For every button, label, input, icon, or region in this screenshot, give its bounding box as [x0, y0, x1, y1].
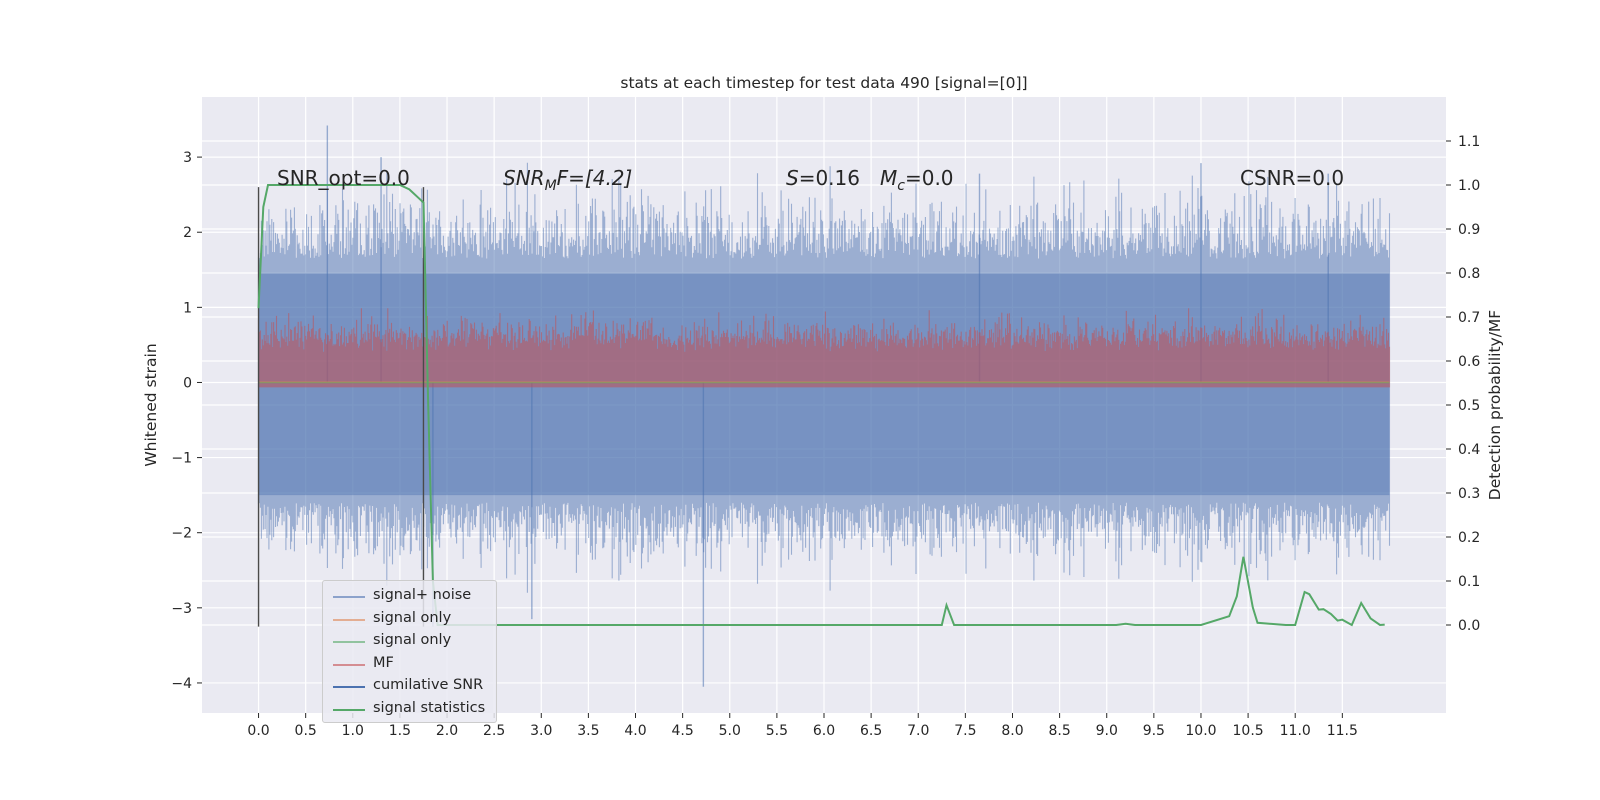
legend-item: cumilative SNR [323, 675, 496, 697]
legend-label: signal statistics [373, 699, 486, 716]
y-tick-label: 3 [183, 150, 192, 166]
signal-statistics-line [257, 184, 1385, 627]
y-tick-label: 2 [183, 225, 192, 241]
legend-swatch [333, 596, 365, 598]
x-tick-label: 5.0 [719, 723, 741, 739]
legend-swatch [333, 618, 365, 621]
x-tick-label: 3.5 [577, 723, 599, 739]
y2-tick-label: 0.9 [1458, 222, 1480, 238]
legend-label: MF [373, 654, 394, 671]
legend-item: signal only [323, 608, 496, 630]
annotation-mc: Mc=0.0 [880, 166, 954, 194]
y2-tick-label: 0.6 [1458, 354, 1480, 370]
x-tick-label: 1.0 [342, 723, 364, 739]
x-tick-label: 2.0 [436, 723, 458, 739]
chart-title: stats at each timestep for test data 490… [620, 74, 1027, 92]
y2-tick-label: 0.5 [1458, 398, 1480, 414]
signal-only-series [258, 381, 1390, 384]
x-tick-label: 10.5 [1233, 723, 1264, 739]
x-tick-label: 3.0 [530, 723, 552, 739]
x-tick-label: 11.5 [1327, 723, 1358, 739]
x-axis-ticks: 0.0 0.5 1.0 1.5 2.0 2.5 3.0 3.5 4.0 4.5 5.0 5.5 6.0 6… [247, 713, 1358, 739]
x-tick-label: 8.5 [1048, 723, 1070, 739]
y2-tick-label: 0.7 [1458, 310, 1480, 326]
x-tick-label: 9.0 [1096, 723, 1118, 739]
annotation-snr-opt: SNR_opt=0.0 [277, 166, 410, 190]
x-tick-label: 9.5 [1143, 723, 1165, 739]
y-tick-label: 1 [183, 300, 192, 316]
y-tick-label: 0 [183, 375, 192, 391]
x-tick-label: 10.0 [1185, 723, 1216, 739]
legend-swatch [333, 708, 365, 711]
legend: signal+ noise signal only signal only MF cum… [322, 580, 497, 723]
legend-label: signal only [373, 632, 452, 648]
x-tick-label: 4.0 [624, 723, 646, 739]
legend-label: signal only [373, 609, 452, 626]
legend-label: signal+ noise [373, 587, 472, 603]
legend-swatch [333, 663, 365, 666]
y-tick-label: −1 [171, 451, 192, 467]
y-tick-label: −3 [171, 601, 192, 617]
x-tick-label: 7.5 [954, 723, 976, 739]
y2-tick-label: 0.1 [1458, 574, 1480, 590]
y2-axis-label: Detection probability/MF [1486, 310, 1504, 501]
x-tick-label: 11.0 [1280, 723, 1311, 739]
x-tick-label: 6.0 [813, 723, 835, 739]
annotation-s: S=0.16 [786, 166, 860, 190]
y2-tick-label: 0.8 [1458, 266, 1480, 282]
legend-item: signal only [323, 630, 496, 652]
x-tick-label: 4.5 [672, 723, 694, 739]
legend-item: MF [323, 653, 496, 675]
y2-tick-label: 1.0 [1458, 178, 1480, 194]
marker-lines [257, 187, 425, 627]
annotation-csnr: CSNR=0.0 [1240, 166, 1344, 190]
y-tick-label: −4 [171, 676, 192, 692]
annotation-snr-mf: SNRMF=[4.2] [503, 166, 632, 194]
y-tick-label: −2 [171, 526, 192, 542]
y2-tick-label: 0.4 [1458, 442, 1480, 458]
y2-axis-ticks: 1.1 1.0 0.9 0.8 0.7 0.6 0.5 0.4 0.3 0.2 0.1 0.0 [1446, 134, 1480, 634]
x-tick-label: 0.0 [247, 723, 269, 739]
x-tick-label: 5.5 [766, 723, 788, 739]
legend-label: cumilative SNR [373, 677, 484, 693]
y-axis-ticks: 3 2 1 0 −1 −2 −3 −4 [171, 150, 202, 692]
y2-tick-label: 1.1 [1458, 134, 1480, 150]
x-tick-label: 7.0 [907, 723, 929, 739]
y-axis-label: Whitened strain [142, 343, 160, 466]
x-tick-label: 2.5 [483, 723, 505, 739]
x-tick-label: 6.5 [860, 723, 882, 739]
legend-swatch [333, 641, 365, 643]
legend-item: signal statistics [323, 698, 496, 720]
y2-tick-label: 0.0 [1458, 618, 1480, 634]
legend-item: signal+ noise [323, 585, 496, 607]
legend-swatch [333, 686, 365, 688]
x-tick-label: 1.5 [389, 723, 411, 739]
x-tick-label: 8.0 [1001, 723, 1023, 739]
y2-tick-label: 0.3 [1458, 486, 1480, 502]
y2-tick-label: 0.2 [1458, 530, 1480, 546]
x-tick-label: 0.5 [295, 723, 317, 739]
